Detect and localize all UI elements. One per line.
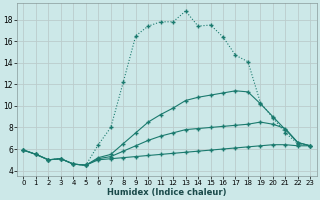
X-axis label: Humidex (Indice chaleur): Humidex (Indice chaleur) [107,188,227,197]
